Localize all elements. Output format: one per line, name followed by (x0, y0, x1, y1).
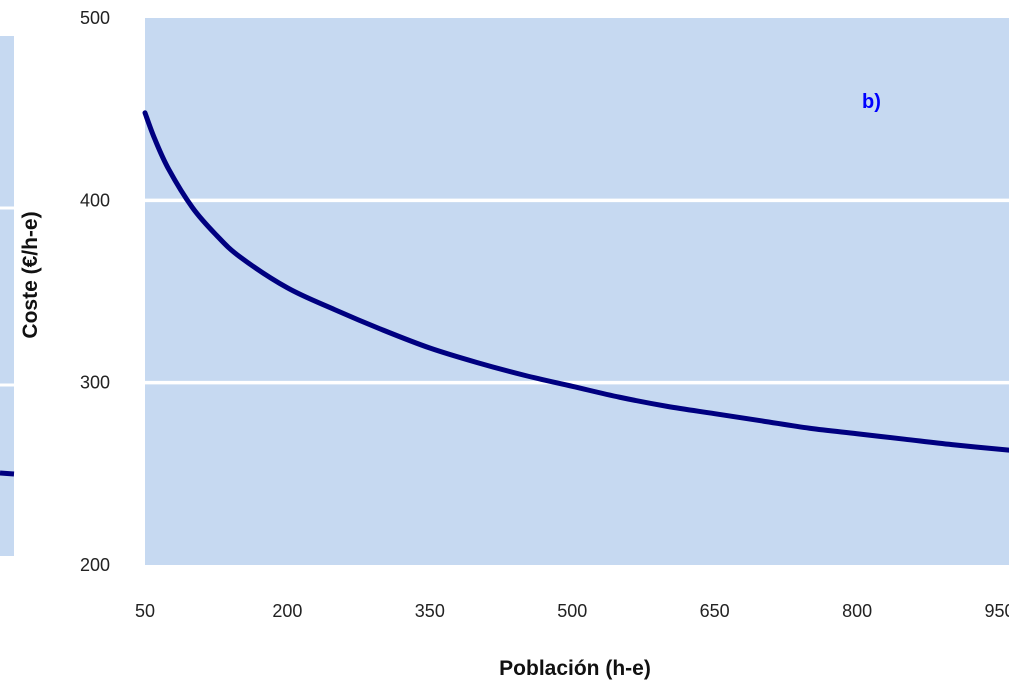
gridlines (145, 198, 1009, 385)
series-line (142, 110, 1009, 453)
neighbor-panel-series-line (0, 470, 15, 477)
y-tick-label: 200 (80, 555, 110, 575)
x-tick-label: 200 (272, 601, 302, 621)
y-tick-label: 500 (80, 8, 110, 28)
y-tick-label: 400 (80, 190, 110, 210)
y-axis-title: Coste (€/h-e) (19, 211, 42, 338)
x-tick-label: 800 (842, 601, 872, 621)
panel-label: b) (862, 91, 881, 113)
y-tick-label: 300 (80, 373, 110, 393)
y-axis: 200 300 400 500 (80, 8, 110, 575)
x-tick-label: 50 (135, 601, 155, 621)
x-axis: 50 200 350 500 650 800 950 (135, 601, 1009, 621)
x-tick-label: 950 (984, 601, 1009, 621)
x-tick-label: 500 (557, 601, 587, 621)
series-layer (142, 110, 1009, 453)
x-tick-label: 650 (700, 601, 730, 621)
x-tick-label: 350 (415, 601, 445, 621)
neighbor-panel-background (0, 36, 14, 556)
x-axis-title: Población (h-e) (499, 657, 651, 680)
neighbor-panel-fragment (0, 36, 15, 556)
